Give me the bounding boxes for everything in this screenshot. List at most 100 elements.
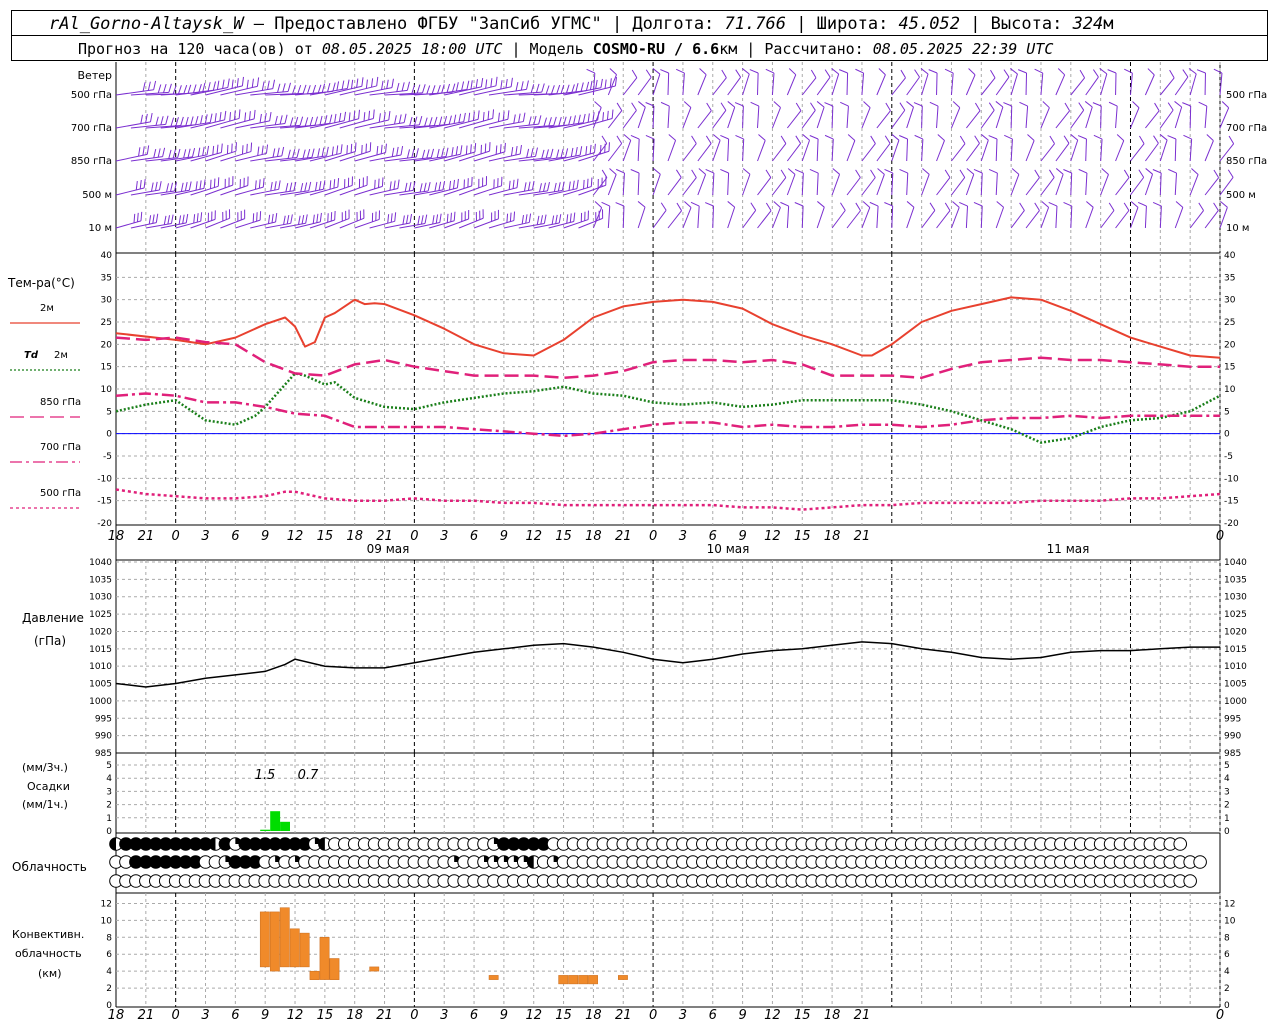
wind-barb-feather — [1017, 69, 1027, 74]
wind-barb-feather — [174, 182, 178, 192]
wind-barb — [995, 173, 998, 196]
wind-barb-feather — [162, 147, 166, 157]
wind-barb-feather — [508, 180, 511, 190]
wind-barb — [980, 172, 983, 196]
wind-barb — [444, 185, 472, 196]
pressure-ytick-right: 1020 — [1224, 627, 1247, 637]
wind-barb-feather — [274, 181, 277, 191]
wind-barb-feather — [192, 148, 196, 158]
wind-barb-feather — [424, 117, 428, 127]
wind-barb-feather — [630, 169, 640, 174]
wind-barb-feather — [959, 135, 966, 144]
wind-barb-feather — [195, 181, 198, 191]
wind-barb-feather — [170, 117, 175, 127]
wind-barb-feather — [499, 144, 502, 154]
wind-barb — [473, 118, 509, 129]
wind-level-label: 850 гПа — [71, 156, 112, 167]
conv-bar — [309, 970, 320, 980]
pressure-ytick: 990 — [95, 732, 112, 742]
wind-barb — [503, 91, 542, 96]
wind-barb-feather — [794, 202, 804, 207]
wind-barb — [1144, 206, 1147, 229]
wind-barb — [921, 139, 924, 162]
wind-barb-feather — [1124, 68, 1133, 74]
wind-barb — [846, 177, 861, 196]
wind-barb-feather — [1191, 168, 1199, 175]
wind-barb-feather — [884, 135, 891, 144]
wind-barb-feather — [547, 182, 550, 192]
wind-barb-feather — [356, 78, 359, 88]
wind-barb-feather — [187, 148, 191, 158]
wind-barb-feather — [988, 102, 995, 111]
wind-barb-feather — [579, 146, 583, 156]
wind-barb-feather — [1093, 134, 1103, 140]
wind-barb-feather — [545, 85, 550, 95]
conv-ytick-right: 6 — [1224, 950, 1230, 960]
wind-barb-feather — [143, 178, 146, 189]
wind-barb-feather — [420, 215, 424, 225]
wind-barb-feather — [435, 214, 439, 224]
time-tick-label: 12 — [525, 1008, 542, 1023]
wind-barb — [682, 143, 697, 162]
wind-barb-feather — [750, 101, 760, 107]
wind-barb-feather — [928, 69, 938, 74]
precip-title: Осадки — [27, 780, 70, 793]
wind-barb-feather — [810, 102, 816, 111]
time-tick-label: 21 — [138, 529, 155, 544]
time-tick-label: 21 — [615, 1008, 632, 1023]
wind-barb — [399, 190, 429, 196]
wind-barb-feather — [1078, 102, 1085, 111]
wind-barb-feather — [276, 147, 280, 157]
wind-barb — [265, 190, 294, 196]
wind-barb-feather — [340, 144, 343, 154]
time-tick-label: 0 — [1216, 529, 1224, 544]
wind-barb-feather — [136, 212, 139, 222]
wind-barb-feather — [1153, 135, 1159, 144]
wind-barb-feather — [507, 110, 510, 120]
wind-barb-feather — [586, 178, 589, 188]
legend-label: 500 гПа — [40, 488, 81, 499]
wind-barb-feather — [416, 84, 421, 94]
wind-barb-feather — [292, 149, 296, 159]
pressure-ytick-right: 995 — [1224, 714, 1241, 724]
wind-barb — [995, 207, 1005, 229]
precip-ytick-right: 3 — [1224, 787, 1230, 797]
wind-barb-feather — [308, 181, 312, 191]
wind-barb-feather — [1182, 102, 1191, 107]
alt-label: | Высота: — [959, 14, 1073, 34]
wind-barb — [190, 218, 216, 229]
wind-barb — [682, 207, 692, 229]
wind-barb-feather — [327, 83, 331, 92]
wind-barb-feather — [196, 213, 199, 223]
wind-barb-feather — [372, 109, 375, 119]
wind-barb — [652, 139, 655, 162]
wind-barb-feather — [184, 182, 188, 192]
wind-barb-feather — [914, 69, 920, 78]
temp-title: Тем-ра(°С) — [7, 276, 75, 290]
wind-barb-feather — [158, 181, 162, 191]
wind-barb-feather — [219, 112, 222, 122]
wind-barb — [1174, 76, 1189, 96]
wind-barb-feather — [631, 102, 637, 111]
wind-barb — [801, 110, 816, 129]
wind-barb — [145, 125, 181, 129]
wind-barb — [533, 189, 563, 196]
wind-barb-feather — [691, 135, 697, 144]
precip-unit-3h: (мм/3ч.) — [22, 761, 68, 774]
wind-barb — [250, 90, 289, 96]
precip-ytick: 3 — [106, 787, 112, 797]
wind-barb-feather — [429, 117, 433, 127]
wind-barb — [384, 124, 420, 129]
wind-barb — [876, 110, 891, 129]
wind-barb — [876, 143, 891, 162]
temp-ytick-right: -10 — [1224, 474, 1239, 484]
wind-barb — [1219, 177, 1234, 196]
wind-barb-feather — [140, 114, 143, 124]
wind-barb-feather — [543, 182, 546, 192]
wind-barb — [667, 72, 670, 96]
wind-level-label-right: 500 м — [1226, 190, 1256, 201]
wind-barb — [757, 72, 759, 96]
wind-barb — [891, 140, 900, 162]
wind-barb-feather — [516, 178, 519, 188]
conv-ytick: 4 — [106, 967, 112, 977]
